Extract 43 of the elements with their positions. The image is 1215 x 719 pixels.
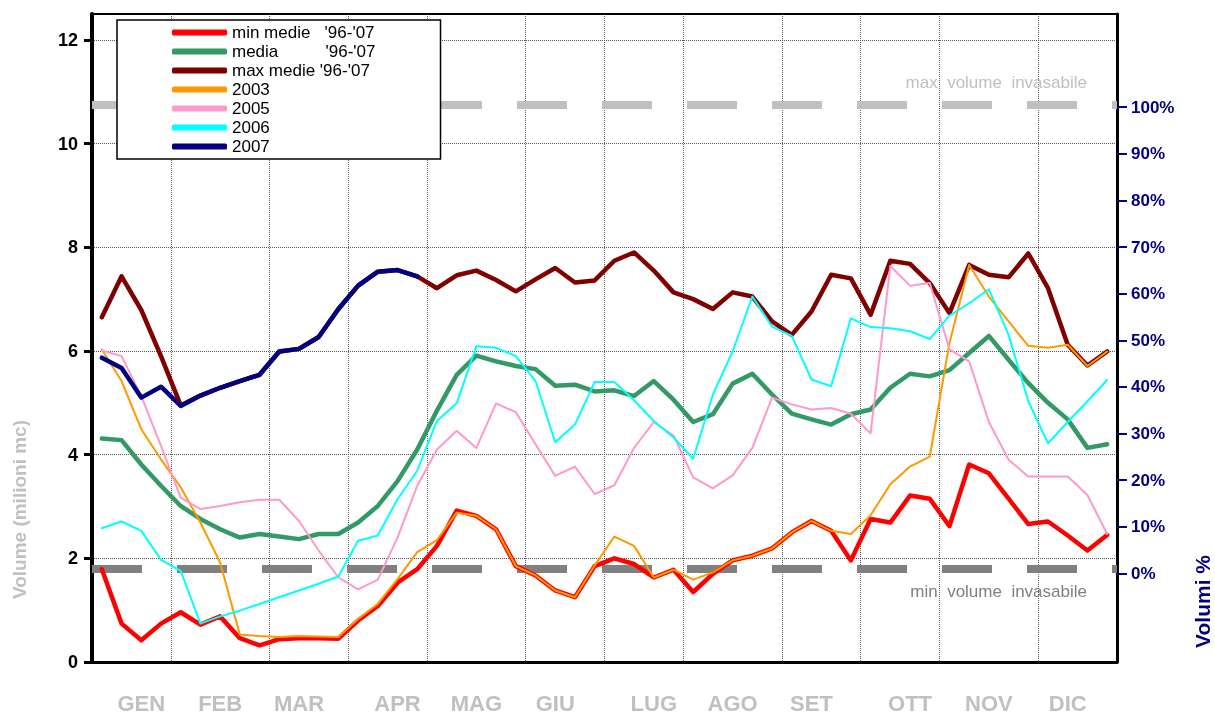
x-tick-label: NOV: [965, 690, 1014, 716]
y-tick-label: 8: [67, 237, 78, 258]
y2-tick-label: 40%: [1131, 377, 1166, 397]
y2-axis-title: Volumi %: [1191, 554, 1214, 648]
x-tick-label: GIU: [535, 690, 575, 716]
x-tick-label: SET: [790, 690, 834, 716]
x-tick-label: DIC: [1048, 690, 1087, 716]
y2-tick-label: 90%: [1131, 144, 1166, 164]
y2-tick-label: 30%: [1131, 424, 1166, 444]
x-tick-label: MAR: [273, 690, 325, 716]
legend-label: 2005: [232, 99, 270, 118]
legend-label: min medie '96-'07: [232, 23, 375, 42]
y-tick-label: 10: [57, 133, 78, 154]
ref-line-label: max volume invasabile: [905, 72, 1087, 92]
y2-tick-label: 70%: [1131, 237, 1166, 257]
line-series: [99, 333, 1110, 542]
x-tick-label: MAG: [450, 690, 503, 716]
y-tick-label: 6: [67, 340, 78, 361]
y2-tick-label: 0%: [1131, 563, 1156, 583]
line-series: [99, 267, 420, 409]
y2-tick-label: 60%: [1131, 284, 1166, 304]
legend-label: max medie '96-'07: [232, 61, 370, 80]
x-tick-label: APR: [374, 690, 421, 716]
y2-tick-label: 20%: [1131, 470, 1166, 490]
y-axis-title: Volume (milioni mc): [9, 420, 30, 600]
x-tick-label: FEB: [198, 690, 243, 716]
y2-tick-label: 50%: [1131, 330, 1166, 350]
y-tick-label: 4: [67, 444, 78, 465]
ref-line-label: min volume invasabile: [910, 581, 1087, 601]
x-tick-label: GEN: [117, 690, 166, 716]
y-tick-label: 2: [67, 548, 78, 569]
legend-label: media '96-'07: [232, 42, 376, 61]
x-tick-label: OTT: [888, 690, 933, 716]
legend-label: 2007: [232, 137, 270, 156]
x-tick-label: AGO: [707, 690, 758, 716]
y-tick-label: 12: [57, 29, 78, 50]
legend-label: 2006: [232, 118, 270, 137]
y-tick-label: 0: [67, 652, 78, 672]
x-tick-label: LUG: [630, 690, 678, 716]
y2-tick-label: 80%: [1131, 190, 1166, 210]
y2-tick-label: 10%: [1131, 517, 1166, 537]
legend-label: 2003: [232, 80, 270, 99]
y2-tick-label: 100%: [1131, 97, 1175, 117]
